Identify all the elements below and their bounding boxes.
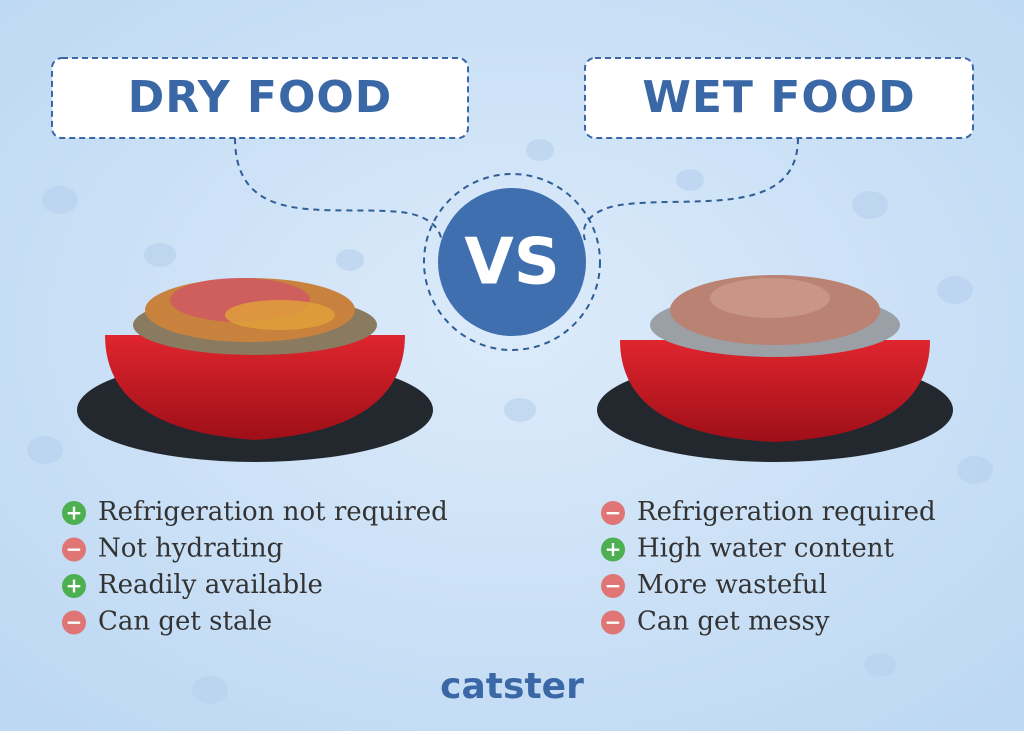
- left-title: DRY FOOD: [128, 72, 393, 123]
- sign-icon: [601, 537, 625, 562]
- sign-icon: [601, 610, 625, 635]
- sign-icon: [62, 537, 86, 562]
- list-item: Can get stale: [98, 607, 272, 637]
- list-item: High water content: [637, 534, 894, 564]
- list-item: Refrigeration not required: [98, 497, 448, 527]
- list-item: Readily available: [98, 570, 323, 600]
- title-box: [51, 57, 469, 139]
- sign: −: [66, 610, 83, 634]
- right-title: WET FOOD: [642, 72, 915, 123]
- vs-ring: [423, 173, 601, 351]
- sign: −: [605, 610, 622, 634]
- list-item: Can get messy: [637, 607, 830, 637]
- list-item: Not hydrating: [98, 534, 283, 564]
- sign: −: [605, 574, 622, 598]
- paw-pattern: [27, 139, 993, 704]
- sign: +: [605, 537, 622, 561]
- vs-label: VS: [464, 226, 560, 300]
- sign: −: [66, 537, 83, 561]
- sign-icon: [62, 574, 86, 598]
- sign-icon: [601, 501, 625, 525]
- sign-icon: [62, 610, 86, 635]
- wet-food-bowl: [597, 275, 953, 462]
- sign: +: [66, 574, 83, 598]
- vs-circle: [438, 188, 586, 336]
- list-item: Refrigeration required: [637, 497, 936, 527]
- sign: −: [605, 501, 622, 525]
- logo: catster: [440, 666, 584, 707]
- dry-food-bowl: [77, 278, 433, 462]
- connector: [582, 137, 799, 241]
- sign-icon: [62, 501, 86, 525]
- sign-icon: [601, 574, 625, 598]
- connector: [234, 137, 443, 251]
- sign: +: [66, 501, 83, 525]
- list-item: More wasteful: [637, 570, 827, 600]
- title-box: [584, 57, 974, 139]
